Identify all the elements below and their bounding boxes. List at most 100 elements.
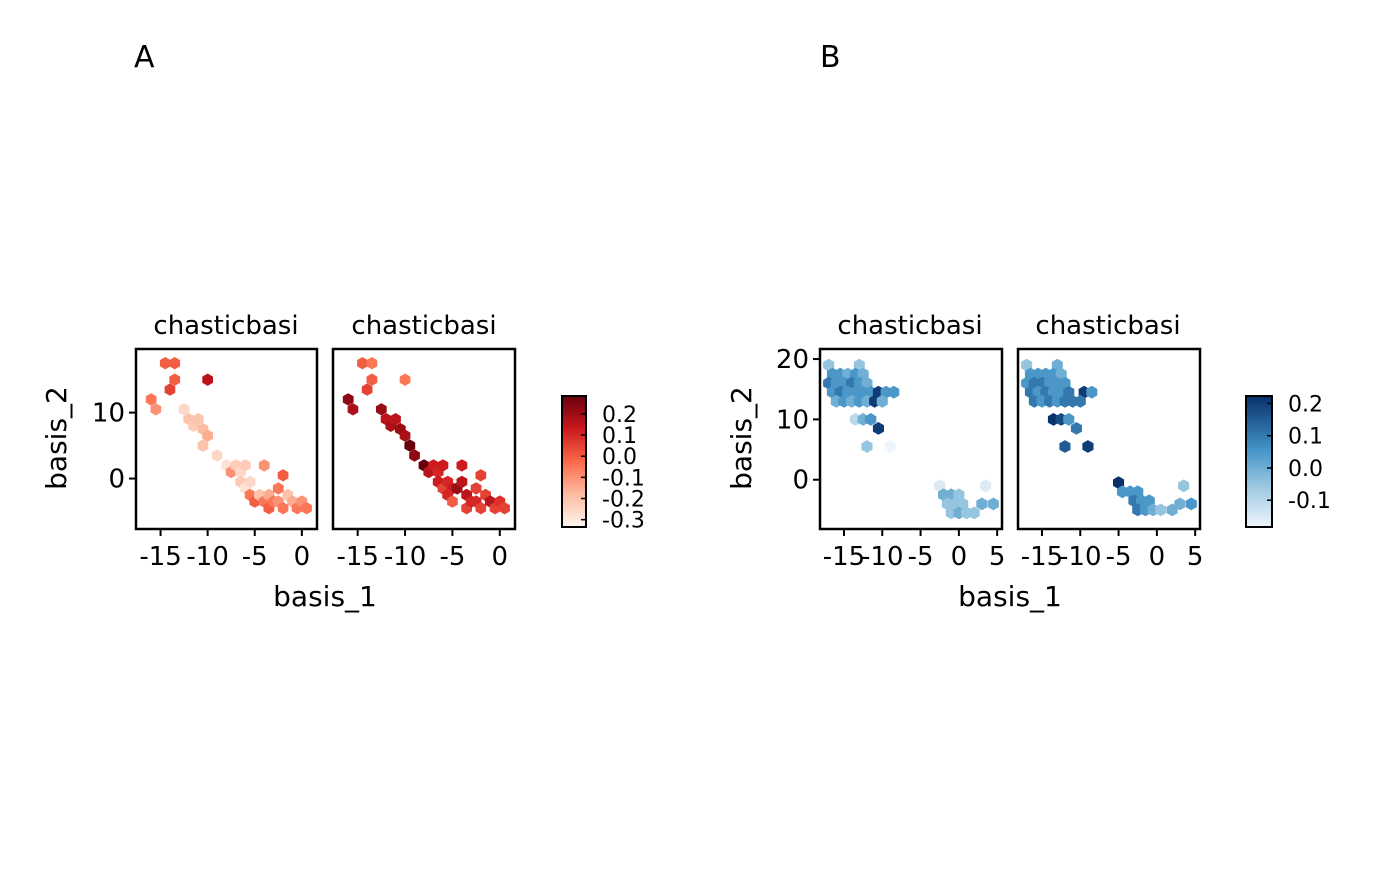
panel-a-facet-1-hexbin [192,413,204,426]
panel-b-colorbar [1245,395,1273,528]
panel-a-facet-2-hexbin [499,502,510,515]
panel-a-facet-1-hexbin [169,357,181,370]
panel-b-facet-2-hexbin [1055,367,1067,381]
panel-a-facet-2-strip: chasticbasi [351,311,496,341]
panel-a-facet-1-hexbin [202,429,213,442]
panel-b-facet-2-hexbin [1086,385,1098,399]
panel-a-facet-2-hexbin [399,429,411,442]
panel-a-facet-1-hexbin [145,393,157,406]
panel-a-facet-2-hexbin [357,357,368,370]
panel-b-facet-2-hexbin [1082,440,1094,453]
panel-a-facet-2-hexbin [399,373,411,386]
panel-a-x-tick-label: -10 [186,542,228,572]
panel-a-x-tick-label: -5 [439,542,465,572]
panel-b-legend: 0.2 0.1 0.0 -0.1 [1245,392,1331,528]
panel-a-x-tick-label: -5 [242,542,268,572]
panel-a-facet-2-hexbin [390,413,401,426]
panel-b-facet-2-strip: chasticbasi [1035,311,1180,341]
panel-a-x-tick-label: 0 [492,542,509,572]
panel-b-facet-1-hexbin [872,422,884,435]
panel-a-facet-1-hexbin [277,502,289,515]
panel-a-colorbar-tick-label: -0.1 [602,466,645,491]
panel-b-y-tick-label: 10 [776,405,809,435]
panel-a-x-axis-title: basis_1 [273,580,377,613]
panel-b-facet-2-frame [1016,347,1202,531]
panel-b-facet-1-hexbin [853,358,865,372]
panel-a-facet-2-hexbin [342,393,354,406]
panel-b-facet-2-hexbin [1059,376,1071,390]
panel-b-facet-2-hexbin [1063,413,1075,426]
panel-b-facet-1-hexbin [987,497,999,511]
panel-label-b: B [820,40,841,75]
panel-b-x-tick-label: -10 [861,542,903,572]
panel-a-facet-2-hexbin [470,482,482,495]
panel-b-facet-2-hexbin [1178,479,1190,493]
panel-b-x-tick-label: -5 [1106,542,1132,572]
panel-b-facet-1-hexbin [888,385,900,399]
panel-b-facet-1-hexbin [861,440,873,453]
panel-a-facet-1-strip: chasticbasi [153,311,298,341]
panel-b-y-tick-label: 0 [792,466,809,496]
panel-a-facet-2-hexbin [409,449,420,462]
panel-a-facet-2-hexbin [347,403,359,416]
panel-a-facet-2-hexbin [447,495,458,508]
panel-b-facet-1-hexbin [980,479,992,493]
panel-a-y-tick-label: 10 [92,399,125,429]
panel-b-facet-2-hexbin [1166,503,1178,517]
panel-a-facet-2-hexbin [456,459,468,472]
panel-a-facet-1-hexbin [197,439,209,452]
panel-b-x-tick-label: 5 [989,542,1006,572]
panel-a-facet-1-hexbin [272,482,284,495]
panel-a-x-tick-label: -15 [139,542,181,572]
panel-a-facet-1-hexbin [240,459,251,472]
panel-b-facet-2-hexbin [1063,385,1075,399]
panel-label-a: A [134,40,155,75]
panel-b-facet-2-hexbin [1132,485,1144,499]
panel-a-facet-1-hexbin [258,459,270,472]
panel-a: A chasticbasi chasticbasi 010 -15 -10 -5 0 … [40,40,645,613]
panel-a-facet-1-frame [134,347,319,531]
panel-b-x-tick-label: -15 [1021,542,1063,572]
panel-b-colorbar-ticks: 0.2 0.1 0.0 -0.1 [1267,392,1331,514]
panel-b-colorbar-tick-label: -0.1 [1288,489,1331,514]
panel-b-y-tick-label: 20 [776,345,809,375]
panel-b-y-axis-title: basis_2 [725,386,758,490]
panel-b-facet-1-hexbin [857,367,869,381]
panel-b-facet-2-hexbin [1074,394,1086,408]
panel-a-x-tick-label: 0 [294,542,311,572]
panel-b-facet-1-hexbin [968,506,980,520]
panel-a-facet-2-hexbins [342,357,510,515]
panel-b-facet-2-hexbin [1070,422,1082,435]
panel-b-facet-1-hexbin [976,497,988,511]
panel-a-facet-2-hexbin [404,439,416,452]
panel-b-facet-1-hexbin [884,440,896,453]
panel-b-facet-2-hexbin [1143,494,1155,508]
panel-b-facet-1-hexbin [861,376,873,390]
panel-a-y-axis-title: basis_2 [40,386,73,490]
panel-b-x-tick-label: -15 [823,542,865,572]
panel-b-facet-2-hexbin [1059,440,1071,453]
panel-b-x-tick-label: 5 [1187,542,1204,572]
panel-a-facet-2-frame [331,347,517,531]
panel-a-facet-2-hexbin [361,383,373,396]
panel-b-facet-1-hexbin [876,394,888,408]
panel-a-colorbar-ticks: 0.20.10.0-0.1-0.2-0.3 [581,403,645,534]
panel-b-facet-1-hexbin [953,488,965,502]
panel-a-facet-1-hexbin [277,469,289,482]
panel-b-facet-2-hexbin [1051,358,1063,372]
panel-b-facet-1-hexbin [823,358,835,372]
panel-a-facet-2-hexbin [475,469,487,482]
panel-a-legend: 0.20.10.0-0.1-0.2-0.3 [561,395,645,534]
panel-a-facet-2-hexbin [437,459,449,472]
panel-a-facet-1-hexbin [178,403,190,416]
panel-b-facet-2-hexbin [1113,476,1125,490]
panel-b-facet-2-hexbin [1185,497,1197,511]
panel-b-facet-1-frame [818,347,1004,531]
panel-b-facet-2-hexbins [1021,358,1197,517]
panel-a-y-axis: 0 10 [92,399,136,495]
panel-a-facet-2-hexbin [366,357,378,370]
panel-b-y-axis: 0 10 20 [776,345,820,496]
panel-b-x-tick-label: -5 [908,542,934,572]
panel-a-facet-1-hexbin [244,475,256,489]
panel-a-facet-1-x-axis: -15 -10 -5 0 [139,529,310,572]
